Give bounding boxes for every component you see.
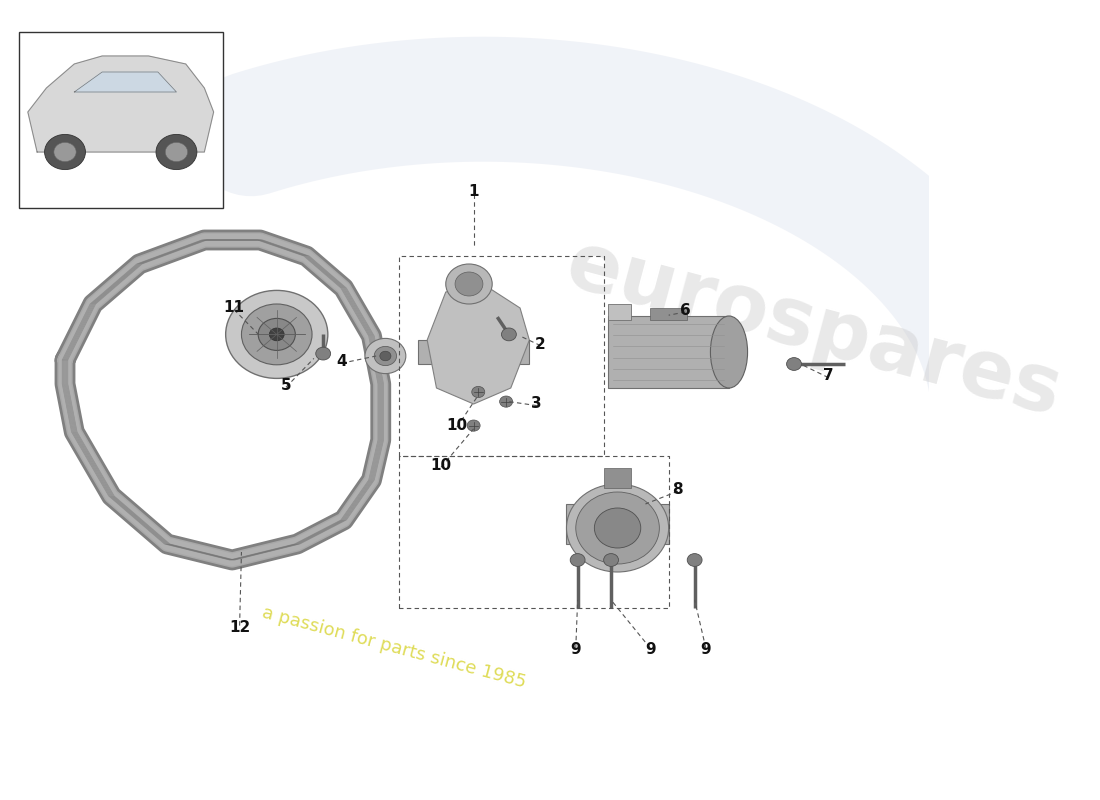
Circle shape bbox=[54, 142, 76, 162]
Text: 3: 3 bbox=[531, 397, 542, 411]
Circle shape bbox=[270, 328, 284, 341]
Polygon shape bbox=[75, 72, 176, 92]
Circle shape bbox=[316, 347, 331, 360]
Polygon shape bbox=[427, 284, 529, 404]
Circle shape bbox=[786, 358, 802, 370]
Text: 9: 9 bbox=[701, 642, 711, 657]
Text: 2: 2 bbox=[535, 337, 546, 351]
Circle shape bbox=[374, 346, 396, 366]
Circle shape bbox=[468, 420, 480, 431]
Ellipse shape bbox=[711, 316, 748, 388]
Bar bbox=[418, 340, 529, 364]
Circle shape bbox=[502, 328, 516, 341]
Text: 6: 6 bbox=[680, 303, 691, 318]
Text: eurospares: eurospares bbox=[558, 226, 1069, 433]
Circle shape bbox=[570, 554, 585, 566]
Circle shape bbox=[604, 554, 618, 566]
Circle shape bbox=[258, 318, 295, 350]
Circle shape bbox=[594, 508, 641, 548]
Bar bbox=[604, 468, 631, 488]
Text: 10: 10 bbox=[447, 418, 468, 433]
Bar bbox=[608, 316, 729, 388]
Circle shape bbox=[379, 351, 390, 361]
Text: 9: 9 bbox=[645, 642, 656, 657]
Circle shape bbox=[688, 554, 702, 566]
Text: 7: 7 bbox=[823, 369, 834, 383]
Circle shape bbox=[165, 142, 188, 162]
Circle shape bbox=[575, 492, 659, 564]
Circle shape bbox=[455, 272, 483, 296]
Circle shape bbox=[499, 396, 513, 407]
Text: 9: 9 bbox=[571, 642, 581, 657]
Circle shape bbox=[365, 338, 406, 374]
Text: 8: 8 bbox=[672, 482, 683, 497]
Circle shape bbox=[45, 134, 86, 170]
Bar bbox=[650, 308, 688, 320]
Bar bbox=[566, 504, 669, 544]
Text: 1: 1 bbox=[469, 185, 478, 199]
Circle shape bbox=[566, 484, 669, 572]
Circle shape bbox=[242, 304, 312, 365]
Text: 5: 5 bbox=[280, 378, 292, 393]
Circle shape bbox=[156, 134, 197, 170]
Text: 4: 4 bbox=[337, 354, 348, 369]
Text: 12: 12 bbox=[229, 621, 250, 635]
Text: a passion for parts since 1985: a passion for parts since 1985 bbox=[260, 604, 528, 692]
Circle shape bbox=[446, 264, 492, 304]
Polygon shape bbox=[28, 56, 213, 152]
Circle shape bbox=[472, 386, 485, 398]
Text: 10: 10 bbox=[430, 458, 452, 473]
Bar bbox=[608, 304, 631, 320]
Bar bbox=[19, 32, 223, 208]
Circle shape bbox=[226, 290, 328, 378]
Text: 11: 11 bbox=[223, 301, 244, 315]
